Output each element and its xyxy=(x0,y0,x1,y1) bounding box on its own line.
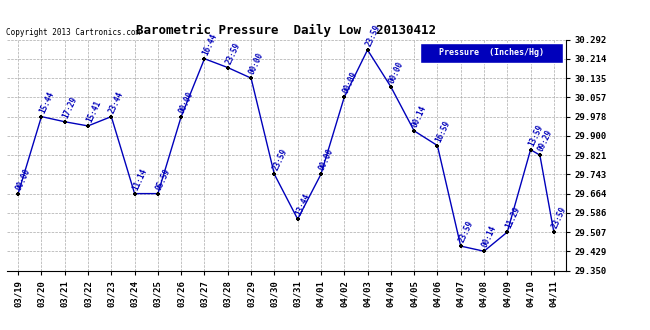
Text: 00:00: 00:00 xyxy=(317,148,335,172)
Text: 23:59: 23:59 xyxy=(224,41,242,66)
Title: Barometric Pressure  Daily Low  20130412: Barometric Pressure Daily Low 20130412 xyxy=(136,24,436,37)
Point xyxy=(83,123,93,129)
Point xyxy=(36,114,47,119)
Point xyxy=(549,229,559,235)
Point xyxy=(479,248,489,254)
Point xyxy=(176,114,187,119)
Point xyxy=(60,119,70,124)
Text: 15:44: 15:44 xyxy=(38,90,56,115)
Point xyxy=(535,152,545,158)
Text: 09:29: 09:29 xyxy=(536,128,554,153)
Point xyxy=(269,172,280,177)
Point xyxy=(362,47,372,52)
Text: 00:14: 00:14 xyxy=(480,224,499,249)
Text: Copyright 2013 Cartronics.com: Copyright 2013 Cartronics.com xyxy=(6,28,140,37)
Text: 00:00: 00:00 xyxy=(177,90,196,115)
Text: 13:59: 13:59 xyxy=(527,123,545,148)
Point xyxy=(200,56,210,61)
Point xyxy=(153,191,163,196)
Point xyxy=(385,84,396,89)
Text: 05:59: 05:59 xyxy=(154,167,172,192)
Point xyxy=(339,95,350,100)
Point xyxy=(129,191,140,196)
Text: 00:00: 00:00 xyxy=(248,51,265,76)
Point xyxy=(106,114,116,119)
Text: 23:44: 23:44 xyxy=(108,90,125,115)
Text: 00:14: 00:14 xyxy=(411,104,428,129)
Point xyxy=(432,143,443,148)
Text: 17:29: 17:29 xyxy=(61,95,79,120)
Text: 23:59: 23:59 xyxy=(364,23,382,48)
Point xyxy=(246,76,256,81)
Point xyxy=(13,191,23,196)
Text: 23:59: 23:59 xyxy=(457,219,475,244)
Point xyxy=(456,244,466,249)
Text: 16:44: 16:44 xyxy=(201,32,219,57)
Point xyxy=(409,128,419,133)
Text: 13:44: 13:44 xyxy=(294,192,312,217)
Text: 00:09: 00:09 xyxy=(341,71,359,95)
Point xyxy=(222,65,233,70)
Point xyxy=(292,216,303,222)
Text: 00:00: 00:00 xyxy=(14,167,32,192)
Point xyxy=(525,147,536,152)
Text: 23:59: 23:59 xyxy=(551,205,568,230)
Point xyxy=(316,172,326,177)
Text: 11:14: 11:14 xyxy=(131,167,149,192)
Text: 16:59: 16:59 xyxy=(434,119,452,144)
Text: 15:41: 15:41 xyxy=(84,99,103,124)
Text: 11:29: 11:29 xyxy=(504,205,522,230)
Text: 23:59: 23:59 xyxy=(271,148,289,172)
Text: 00:00: 00:00 xyxy=(387,60,405,85)
Point xyxy=(502,229,512,235)
